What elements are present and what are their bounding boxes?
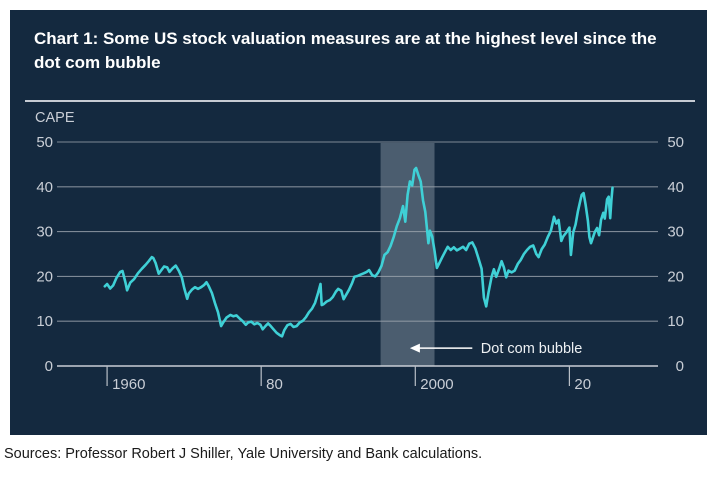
y-tick-label-left: 10 <box>36 313 53 330</box>
y-tick-label-right: 30 <box>667 224 684 241</box>
x-tick-label: 1960 <box>112 376 145 393</box>
y-tick-label-right: 50 <box>667 134 684 151</box>
x-tick-label: 80 <box>266 376 283 393</box>
dotcom-arrow-head-icon <box>409 343 420 353</box>
x-tick-label: 2000 <box>420 376 453 393</box>
y-tick-label-left: 40 <box>36 179 53 196</box>
y-tick-label-right: 40 <box>667 179 684 196</box>
chart-panel: Chart 1: Some US stock valuation measure… <box>10 10 707 435</box>
y-tick-label-left: 0 <box>45 358 53 375</box>
y-tick-label-left: 20 <box>36 268 53 285</box>
dotcom-annotation-label: Dot com bubble <box>481 341 583 357</box>
source-note: Sources: Professor Robert J Shiller, Yal… <box>4 446 483 462</box>
y-tick-label-left: 50 <box>36 134 53 151</box>
y-tick-label-right: 20 <box>667 268 684 285</box>
chart-title: Chart 1: Some US stock valuation measure… <box>34 29 657 73</box>
y-tick-label-left: 30 <box>36 224 53 241</box>
y-tick-label-right: 0 <box>676 358 684 375</box>
y-axis-unit-label: CAPE <box>35 110 75 126</box>
cape-line <box>103 166 614 338</box>
y-tick-label-right: 10 <box>667 313 684 330</box>
title-divider <box>25 100 695 102</box>
dotcom-band <box>380 143 435 366</box>
x-tick-label: 20 <box>574 376 591 393</box>
